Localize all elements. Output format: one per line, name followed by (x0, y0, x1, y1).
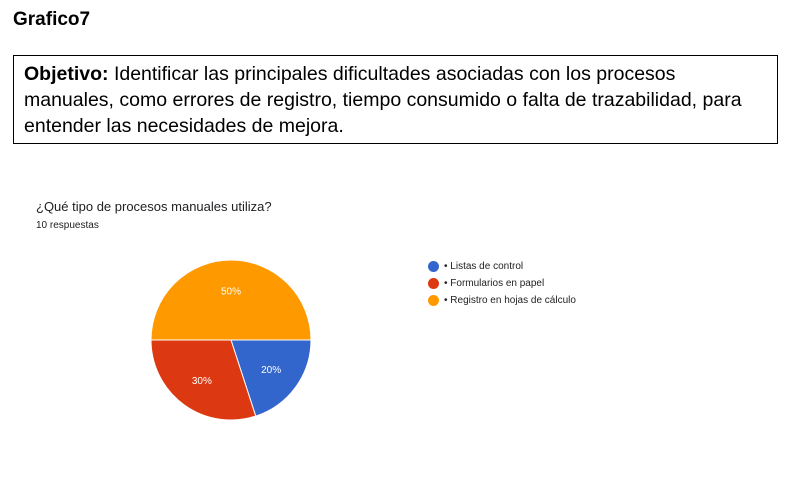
legend-swatch (428, 278, 439, 289)
slice-label: 50% (221, 286, 241, 297)
chart-response-count: 10 respuestas (36, 220, 99, 231)
legend-swatch (428, 295, 439, 306)
pie-slice[interactable] (150, 259, 312, 341)
objective-text: Identificar las principales dificultades… (24, 63, 742, 137)
slice-label: 20% (261, 365, 281, 376)
objective-label: Objetivo: (24, 63, 109, 85)
slice-label: 30% (192, 376, 212, 387)
legend-item[interactable]: • Listas de control (428, 258, 576, 275)
pie-slice[interactable] (230, 339, 312, 417)
objective-box: Objetivo: Identificar las principales di… (13, 55, 778, 144)
legend-label: • Formularios en papel (444, 278, 545, 289)
page-title: Grafico7 (13, 9, 91, 30)
chart-title: ¿Qué tipo de procesos manuales utiliza? (36, 199, 272, 214)
legend-label: • Registro en hojas de cálculo (444, 295, 576, 306)
chart-legend: • Listas de control • Formularios en pap… (428, 258, 576, 309)
pie-slice[interactable] (150, 339, 257, 421)
legend-label: • Listas de control (444, 261, 524, 272)
legend-item[interactable]: • Formularios en papel (428, 275, 576, 292)
legend-swatch (428, 261, 439, 272)
legend-item[interactable]: • Registro en hojas de cálculo (428, 292, 576, 309)
